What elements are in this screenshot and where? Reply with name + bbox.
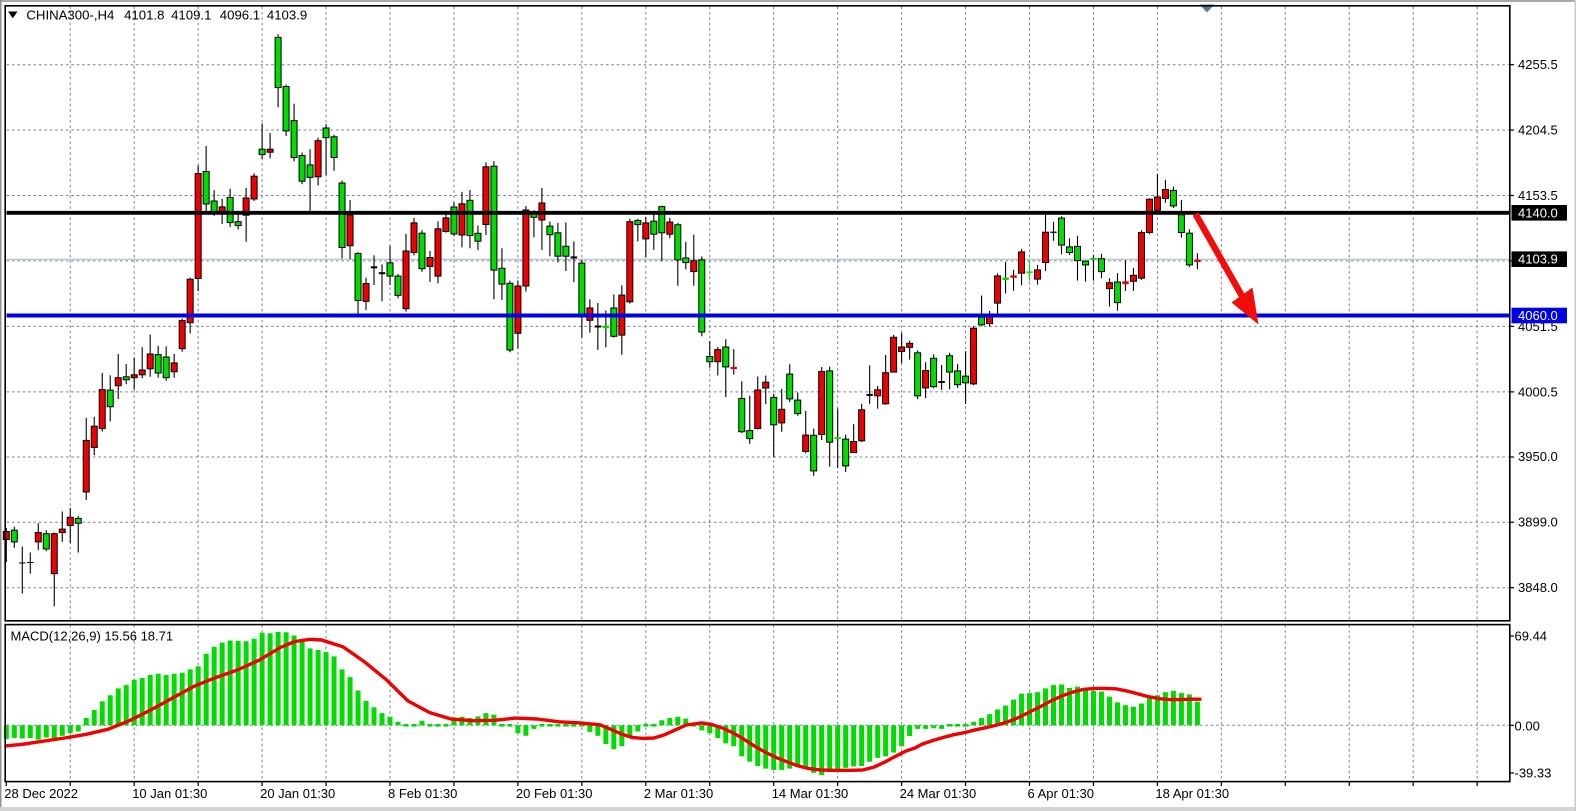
svg-text:4000.5: 4000.5 bbox=[1518, 384, 1558, 399]
svg-text:10 Jan 01:30: 10 Jan 01:30 bbox=[132, 786, 207, 801]
svg-text:20 Jan 01:30: 20 Jan 01:30 bbox=[260, 786, 335, 801]
svg-text:3848.0: 3848.0 bbox=[1518, 580, 1558, 595]
svg-text:3899.0: 3899.0 bbox=[1518, 515, 1558, 530]
svg-text:28 Dec 2022: 28 Dec 2022 bbox=[4, 786, 78, 801]
svg-text:4103.9: 4103.9 bbox=[1518, 252, 1558, 267]
svg-text:-39.33: -39.33 bbox=[1515, 765, 1552, 780]
svg-text:69.44: 69.44 bbox=[1515, 628, 1548, 643]
svg-text:4103.9: 4103.9 bbox=[267, 8, 307, 23]
svg-text:8 Feb 01:30: 8 Feb 01:30 bbox=[388, 786, 457, 801]
svg-text:4153.5: 4153.5 bbox=[1518, 188, 1558, 203]
svg-text:20 Feb 01:30: 20 Feb 01:30 bbox=[516, 786, 593, 801]
svg-text:4101.8: 4101.8 bbox=[124, 8, 164, 23]
svg-text:6 Apr 01:30: 6 Apr 01:30 bbox=[1028, 786, 1095, 801]
svg-text:14 Mar 01:30: 14 Mar 01:30 bbox=[772, 786, 849, 801]
svg-text:4096.1: 4096.1 bbox=[220, 8, 260, 23]
svg-text:0.00: 0.00 bbox=[1515, 718, 1540, 733]
svg-text:4204.5: 4204.5 bbox=[1518, 122, 1558, 137]
svg-text:4140.0: 4140.0 bbox=[1518, 205, 1558, 220]
svg-text:4109.1: 4109.1 bbox=[171, 8, 211, 23]
svg-text:MACD(12,26,9) 15.56 18.71: MACD(12,26,9) 15.56 18.71 bbox=[11, 629, 174, 644]
svg-text:2 Mar 01:30: 2 Mar 01:30 bbox=[644, 786, 713, 801]
svg-text:3950.0: 3950.0 bbox=[1518, 449, 1558, 464]
svg-text:24 Mar 01:30: 24 Mar 01:30 bbox=[900, 786, 977, 801]
svg-text:CHINA300-,H4: CHINA300-,H4 bbox=[26, 8, 114, 23]
svg-text:4060.0: 4060.0 bbox=[1518, 308, 1558, 323]
svg-text:18 Apr 01:30: 18 Apr 01:30 bbox=[1155, 786, 1229, 801]
svg-text:4255.5: 4255.5 bbox=[1518, 57, 1558, 72]
